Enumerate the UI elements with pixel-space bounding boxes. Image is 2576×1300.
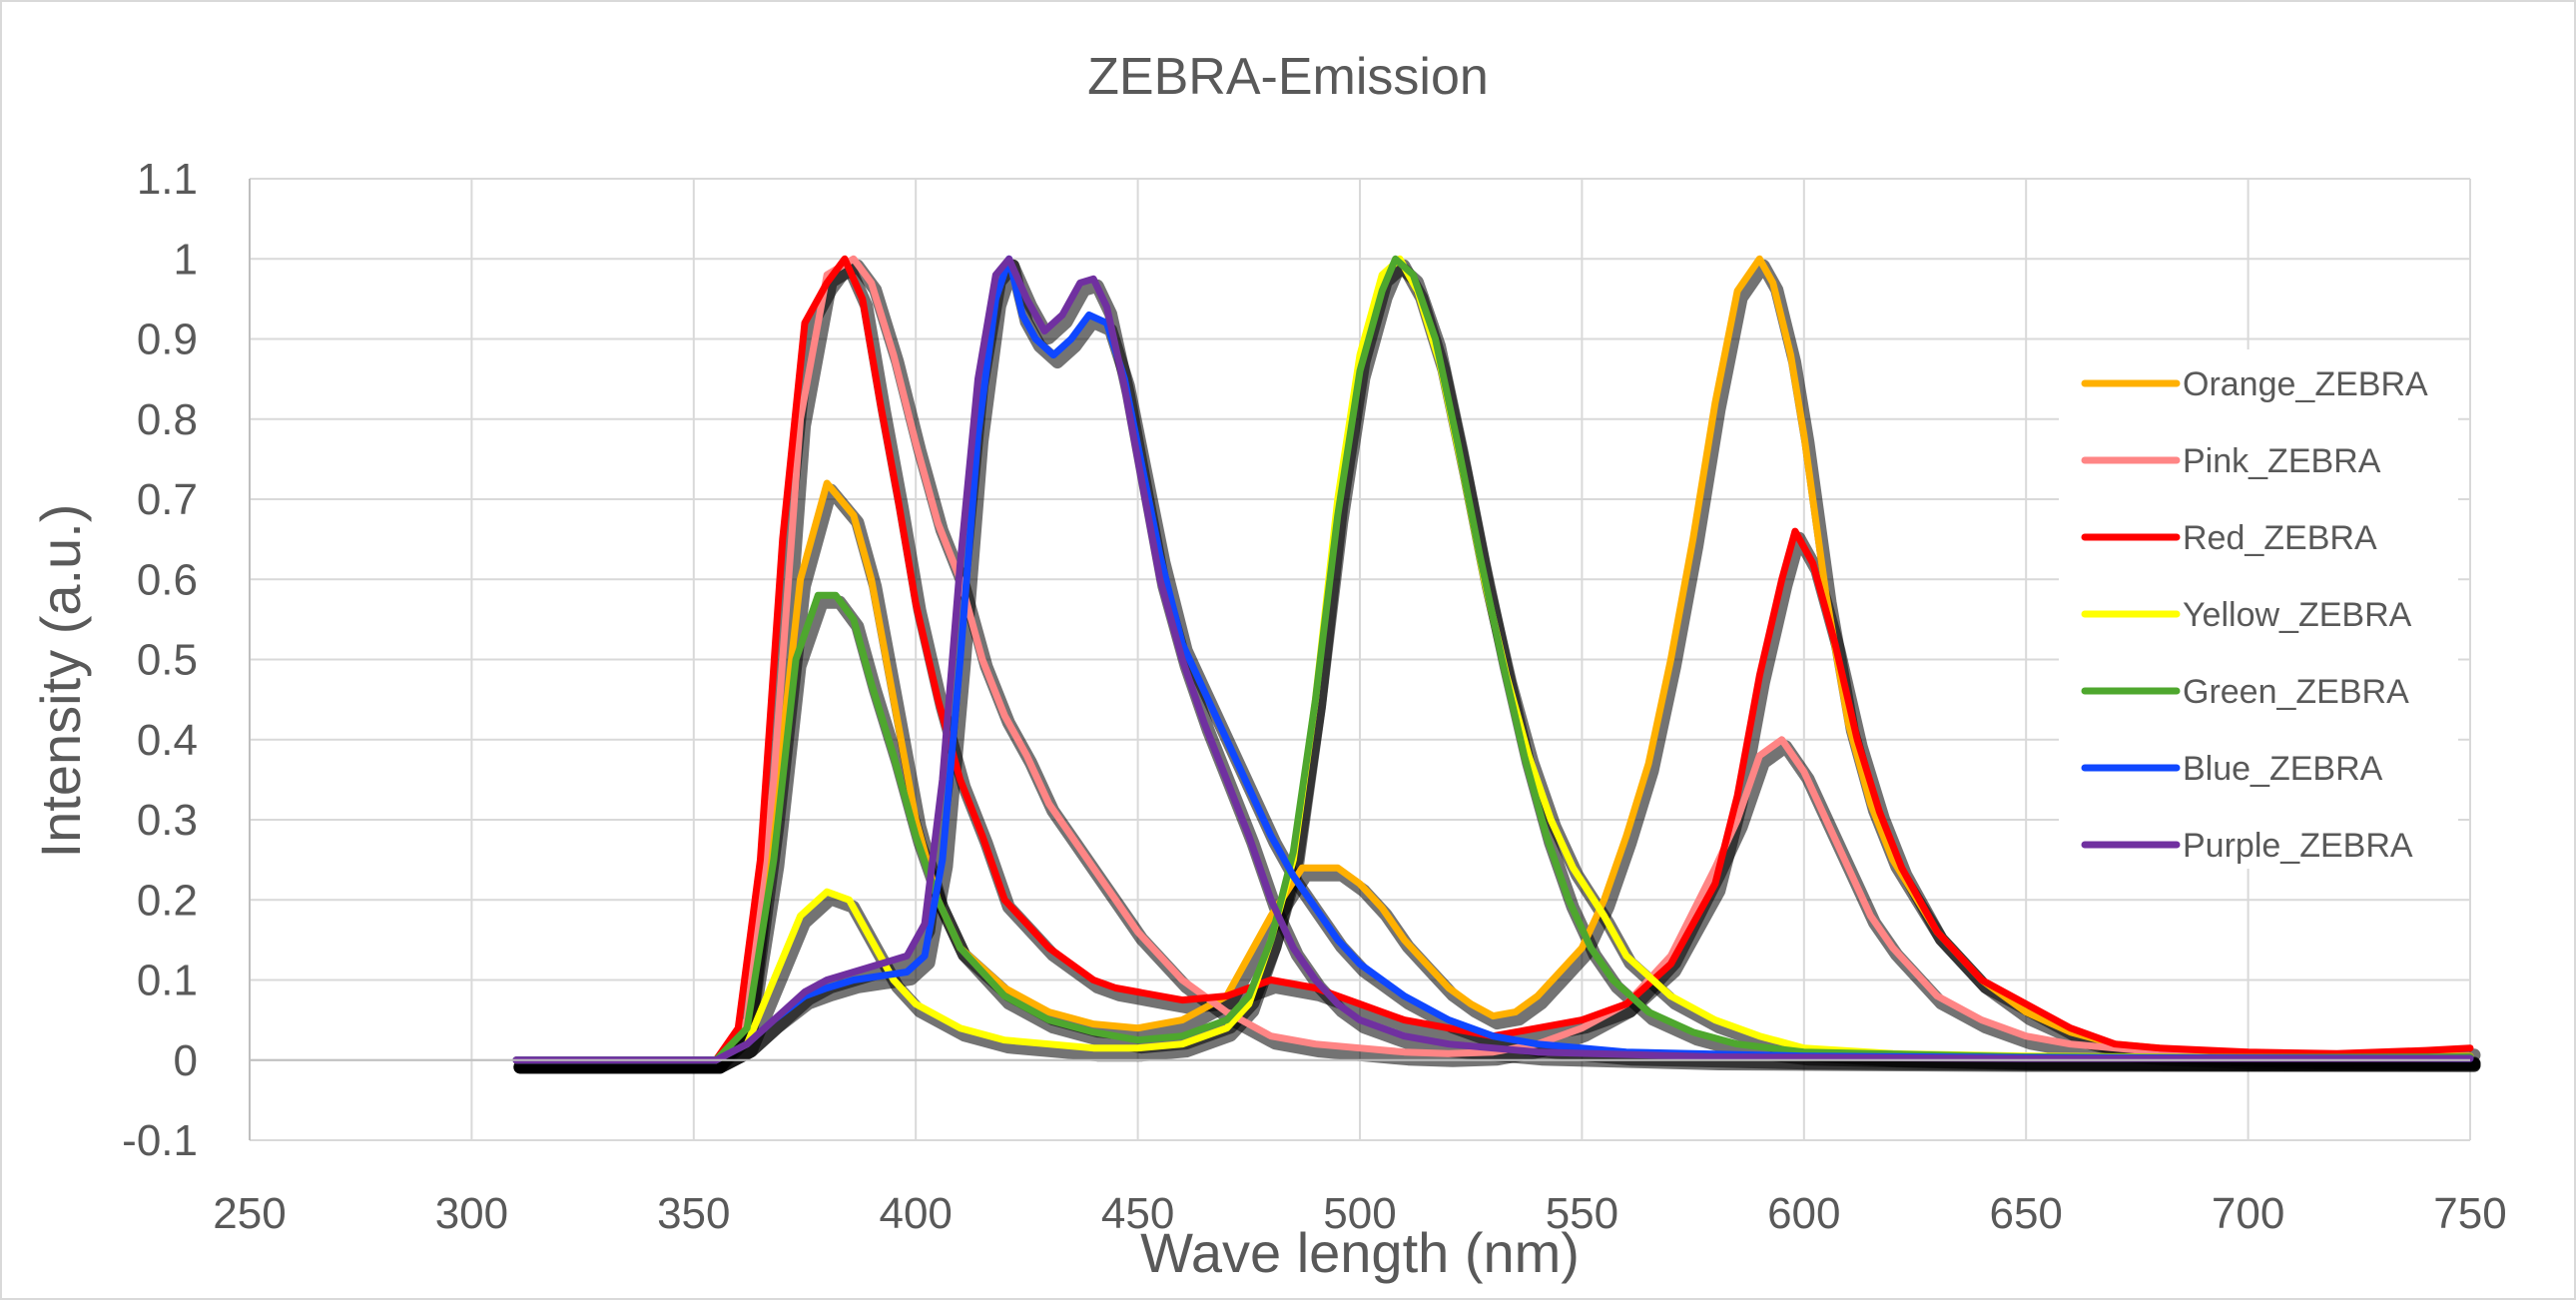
pink-zebra-legend-label: Pink_ZEBRA [2183,442,2381,480]
purple-zebra-line [512,255,2474,1064]
chart-title: ZEBRA-Emission [1087,48,1489,106]
y-tick-label: 0.2 [137,876,198,925]
y-tick-label: 0.4 [137,716,198,765]
x-tick-label: 550 [1546,1189,1618,1238]
x-tick-label: 450 [1101,1189,1174,1238]
red-zebra-legend-label: Red_ZEBRA [2183,519,2377,557]
y-tick-label: 0.7 [137,475,198,524]
x-tick-label: 700 [2212,1189,2284,1238]
orange-zebra-line [512,255,2474,1064]
y-tick-label: 0.8 [137,395,198,444]
y-tick-label: 0.3 [137,796,198,845]
green-zebra-line [512,255,2474,1064]
x-axis-title: Wave length (nm) [1140,1221,1580,1284]
x-tick-label: 650 [1989,1189,2062,1238]
yellow-zebra-legend-label: Yellow_ZEBRA [2183,596,2412,634]
purple-zebra-legend-label: Purple_ZEBRA [2183,827,2413,865]
legend: Orange_ZEBRA Pink_ZEBRA Red_ZEBRA Yellow_ZE… [2059,349,2458,869]
x-tick-label: 500 [1323,1189,1396,1238]
y-tick-label: 0.9 [137,316,198,364]
green-zebra-legend-label: Green_ZEBRA [2183,673,2409,711]
x-tick-label: 300 [435,1189,508,1238]
series-lines [512,255,2474,1064]
orange-zebra-legend-label: Orange_ZEBRA [2183,365,2428,403]
x-tick-label: 350 [657,1189,730,1238]
red-zebra-line [512,255,2474,1064]
y-tick-label: 0.6 [137,555,198,604]
x-tick-label: 750 [2433,1189,2506,1238]
tick-labels: 250 300 350 400 450 500 550 600 650 700 750 -0.1 0 0.… [122,155,2507,1238]
y-axis-title: Intensity (a.u.) [29,504,92,859]
pink-zebra-line [512,255,2474,1064]
y-tick-label: 1.1 [137,155,198,204]
y-tick-label: 0.1 [137,957,198,1005]
x-tick-label: 250 [213,1189,286,1238]
axes [249,179,2470,1140]
y-tick-label: 1 [174,235,198,284]
y-tick-label: 0 [174,1036,198,1085]
y-tick-label: 0.5 [137,636,198,685]
blue-zebra-legend-label: Blue_ZEBRA [2183,750,2383,788]
legend-box [2059,349,2458,869]
x-tick-label: 400 [879,1189,952,1238]
y-tick-label: -0.1 [122,1116,198,1165]
x-tick-label: 600 [1767,1189,1840,1238]
